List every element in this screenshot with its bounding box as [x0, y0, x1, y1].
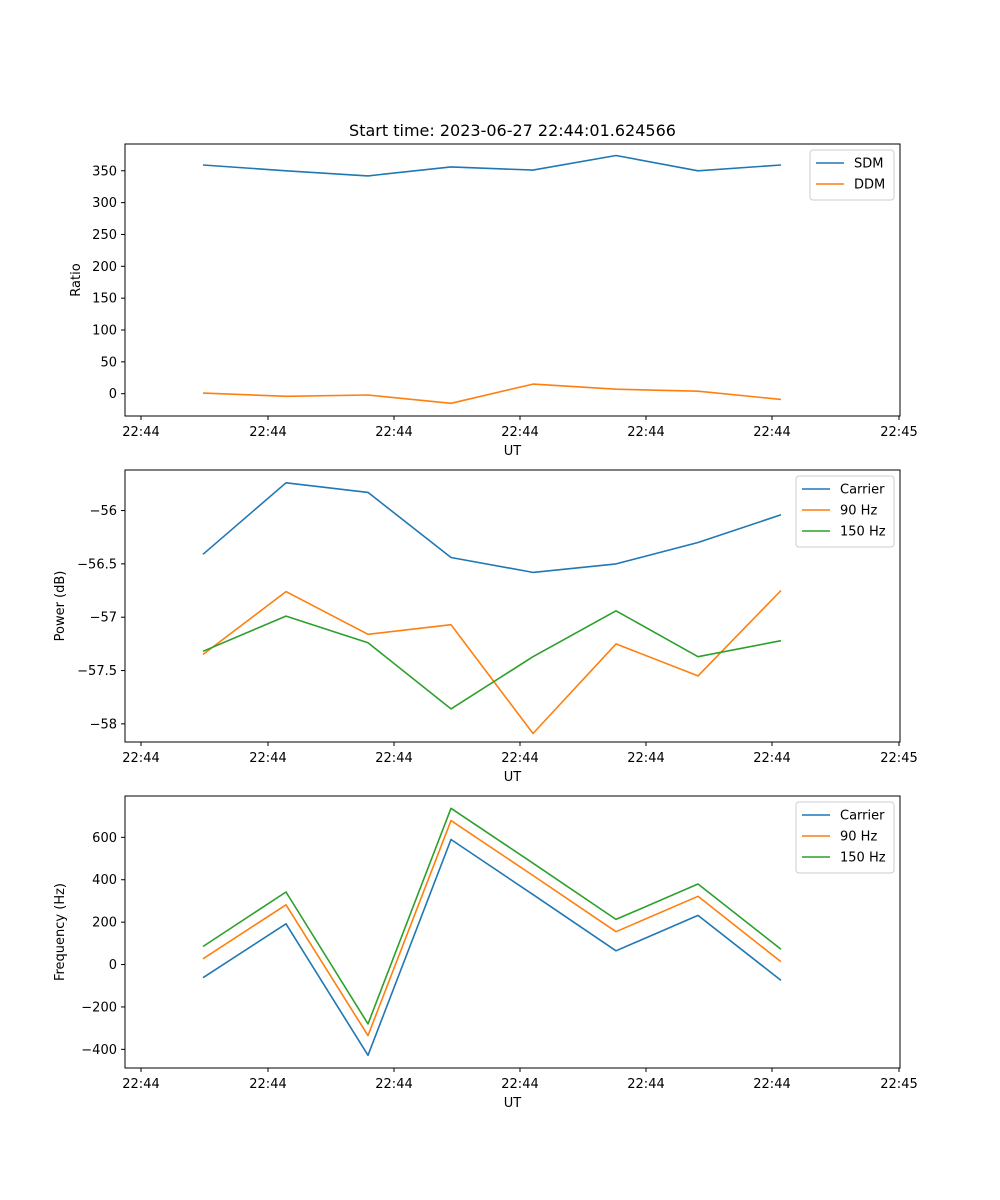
y-tick-label: 50	[100, 355, 117, 370]
x-tick-label: 22:44	[501, 751, 538, 766]
x-tick-label: 22:44	[122, 425, 159, 440]
legend-box	[795, 801, 895, 874]
y-tick-label: −57	[90, 611, 117, 626]
figure-title: Start time: 2023-06-27 22:44:01.624566	[349, 121, 676, 140]
panel-1: 0 50 100 150 200 250 300 350 22:44 22:44 22:44 22:4…	[69, 143, 918, 459]
y-tick-label: 600	[92, 831, 117, 846]
x-tick-label: 22:44	[249, 751, 286, 766]
x-tick-label: 22:44	[753, 425, 790, 440]
series-line-sdm	[202, 154, 782, 177]
x-tick-label: 22:44	[627, 425, 664, 440]
legend-label: Carrier	[840, 809, 885, 824]
series-line-90-hz	[202, 589, 782, 735]
legend: SDM DDM	[809, 149, 895, 201]
y-axis-label: Power (dB)	[53, 571, 68, 642]
legend-label: 150 Hz	[840, 525, 886, 540]
legend-label: 150 Hz	[840, 851, 886, 866]
x-tick-label: 22:44	[375, 1077, 412, 1092]
legend-label: Carrier	[840, 483, 885, 498]
series-line-ddm	[202, 383, 782, 405]
x-axis-label: UT	[504, 1096, 522, 1111]
x-axis-label: UT	[504, 444, 522, 459]
x-tick-label: 22:44	[375, 751, 412, 766]
legend: Carrier 90 Hz 150 Hz	[795, 801, 895, 874]
y-tick-label: −200	[81, 1000, 117, 1015]
y-tick-label: 200	[92, 260, 117, 275]
chart-panels: 0 50 100 150 200 250 300 350 22:44 22:44 22:44 22:4…	[53, 143, 918, 1111]
x-tick-label: 22:44	[249, 1077, 286, 1092]
x-tick-label: 22:44	[249, 425, 286, 440]
legend: Carrier 90 Hz 150 Hz	[795, 475, 895, 548]
x-tick-label: 22:45	[880, 1077, 917, 1092]
x-tick-label: 22:44	[501, 425, 538, 440]
y-tick-label: 200	[92, 916, 117, 931]
x-tick-label: 22:45	[880, 425, 917, 440]
legend-label: 90 Hz	[840, 504, 877, 519]
legend-label: DDM	[854, 178, 885, 193]
x-tick-label: 22:45	[880, 751, 917, 766]
x-tick-label: 22:44	[753, 751, 790, 766]
x-tick-label: 22:44	[501, 1077, 538, 1092]
y-tick-label: −56.5	[77, 557, 117, 572]
series-line-150-hz	[202, 609, 782, 710]
y-tick-label: 100	[92, 324, 117, 339]
x-tick-label: 22:44	[375, 425, 412, 440]
x-axis-label: UT	[504, 770, 522, 785]
x-tick-label: 22:44	[753, 1077, 790, 1092]
x-tick-label: 22:44	[627, 1077, 664, 1092]
axes-frame	[124, 469, 901, 743]
series-line-carrier	[202, 481, 782, 574]
x-tick-label: 22:44	[627, 751, 664, 766]
y-tick-label: 350	[92, 164, 117, 179]
y-tick-label: 0	[109, 387, 117, 402]
panel-2: −58 −57.5 −57 −56.5 −56 22:44 22:44 22:44 22:44 2…	[53, 469, 918, 785]
y-tick-label: −400	[81, 1043, 117, 1058]
y-tick-label: 150	[92, 292, 117, 307]
y-tick-label: 400	[92, 873, 117, 888]
series-line-150-hz	[202, 807, 782, 1025]
y-tick-label: 0	[109, 958, 117, 973]
y-axis-label: Ratio	[69, 263, 84, 296]
series-line-carrier	[202, 838, 782, 1057]
y-tick-label: 300	[92, 196, 117, 211]
legend-box	[795, 475, 895, 548]
legend-label: SDM	[854, 157, 883, 172]
y-tick-label: 250	[92, 228, 117, 243]
y-axis-label: Frequency (Hz)	[53, 883, 68, 981]
y-tick-label: −57.5	[77, 664, 117, 679]
axes-frame	[124, 795, 901, 1069]
x-tick-label: 22:44	[122, 751, 159, 766]
legend-label: 90 Hz	[840, 830, 877, 845]
y-tick-label: −56	[90, 504, 117, 519]
series-line-90-hz	[202, 819, 782, 1037]
y-tick-label: −58	[90, 717, 117, 732]
axes-frame	[124, 143, 901, 417]
x-tick-label: 22:44	[122, 1077, 159, 1092]
panel-3: −400 −200 0 200 400 600 22:44 22:44 22:44 22:44 22…	[53, 795, 918, 1111]
